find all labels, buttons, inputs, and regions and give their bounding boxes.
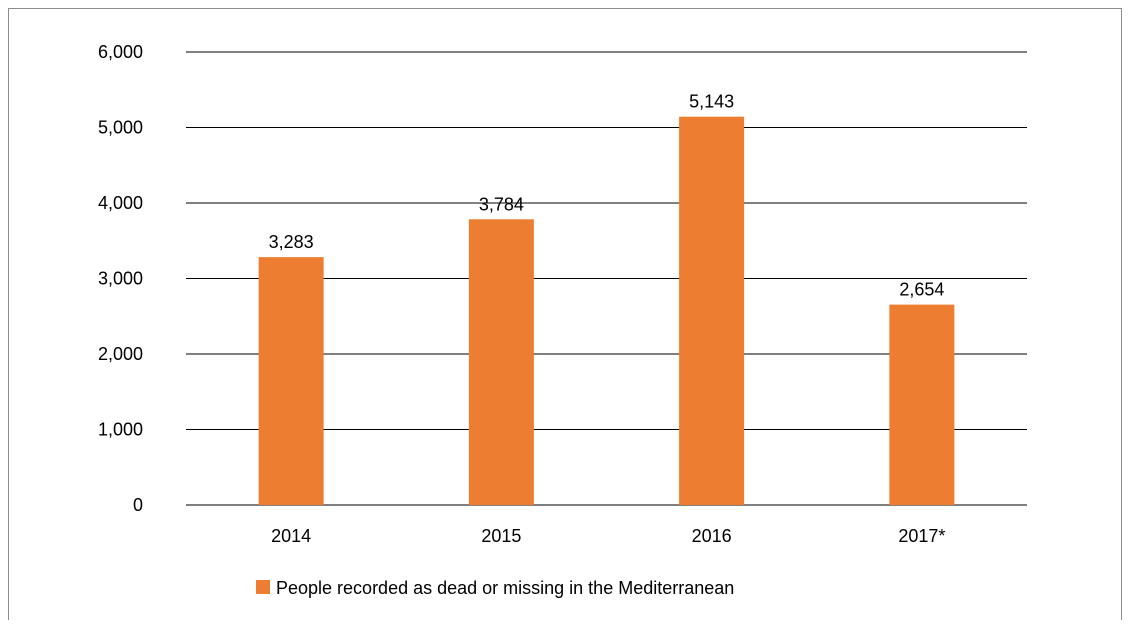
bar bbox=[679, 116, 745, 506]
bar-value-label: 3,283 bbox=[269, 232, 314, 252]
x-tick-label: 2014 bbox=[271, 526, 311, 546]
y-tick-label: 4,000 bbox=[98, 193, 143, 213]
y-axis-tick-labels: 0 1,000 2,000 3,000 4,000 5,000 6,000 bbox=[98, 42, 143, 515]
y-tick-label: 5,000 bbox=[98, 118, 143, 138]
legend: People recorded as dead or missing in th… bbox=[256, 578, 734, 598]
x-tick-label: 2016 bbox=[692, 526, 732, 546]
bar-value-label: 2,654 bbox=[899, 280, 944, 300]
y-tick-label: 1,000 bbox=[98, 420, 143, 440]
y-tick-label: 2,000 bbox=[98, 344, 143, 364]
bar bbox=[889, 304, 955, 505]
bar bbox=[258, 257, 324, 505]
x-axis-tick-labels: 2014 2015 2016 2017* bbox=[271, 526, 945, 546]
bar-value-label: 5,143 bbox=[689, 92, 734, 112]
y-tick-label: 3,000 bbox=[98, 269, 143, 289]
data-labels: 3,283 3,784 5,143 2,654 bbox=[269, 92, 945, 300]
legend-swatch bbox=[256, 580, 270, 594]
bar bbox=[468, 219, 534, 506]
bars bbox=[258, 116, 955, 506]
gridlines bbox=[186, 51, 1027, 506]
chart-frame bbox=[8, 8, 1122, 620]
bar-value-label: 3,784 bbox=[479, 194, 524, 214]
x-tick-label: 2015 bbox=[481, 526, 521, 546]
y-tick-label: 6,000 bbox=[98, 42, 143, 62]
y-tick-label: 0 bbox=[133, 495, 143, 515]
x-tick-label: 2017* bbox=[898, 526, 945, 546]
legend-label: People recorded as dead or missing in th… bbox=[276, 578, 734, 598]
